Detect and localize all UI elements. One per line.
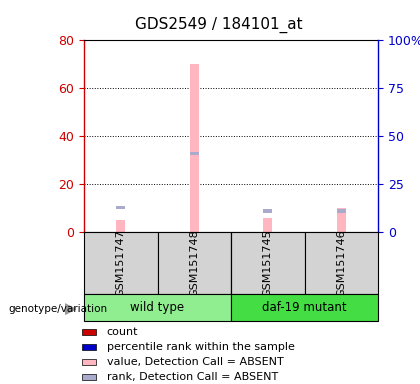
- FancyBboxPatch shape: [231, 294, 378, 321]
- Text: percentile rank within the sample: percentile rank within the sample: [107, 342, 294, 352]
- Bar: [82, 374, 96, 379]
- Bar: [337, 209, 346, 213]
- Bar: [263, 209, 272, 213]
- Text: rank, Detection Call = ABSENT: rank, Detection Call = ABSENT: [107, 372, 278, 382]
- Bar: [82, 359, 96, 365]
- Text: wild type: wild type: [131, 301, 184, 314]
- Text: GSM151748: GSM151748: [189, 229, 199, 297]
- FancyBboxPatch shape: [84, 294, 231, 321]
- Text: GSM151746: GSM151746: [336, 229, 346, 297]
- Bar: [116, 220, 125, 232]
- FancyBboxPatch shape: [158, 232, 231, 294]
- FancyBboxPatch shape: [231, 232, 304, 294]
- Text: count: count: [107, 327, 138, 337]
- Bar: [337, 208, 346, 232]
- Bar: [190, 152, 199, 156]
- Bar: [82, 344, 96, 350]
- FancyBboxPatch shape: [304, 232, 378, 294]
- Text: GSM151745: GSM151745: [263, 229, 273, 297]
- Text: genotype/variation: genotype/variation: [8, 304, 108, 314]
- Bar: [190, 64, 199, 232]
- Bar: [82, 329, 96, 335]
- Bar: [116, 205, 125, 209]
- Text: GDS2549 / 184101_at: GDS2549 / 184101_at: [134, 17, 302, 33]
- Text: daf-19 mutant: daf-19 mutant: [262, 301, 347, 314]
- FancyBboxPatch shape: [84, 232, 158, 294]
- Polygon shape: [65, 304, 76, 314]
- Text: GSM151747: GSM151747: [116, 229, 126, 297]
- Text: value, Detection Call = ABSENT: value, Detection Call = ABSENT: [107, 357, 284, 367]
- Bar: [263, 218, 272, 232]
